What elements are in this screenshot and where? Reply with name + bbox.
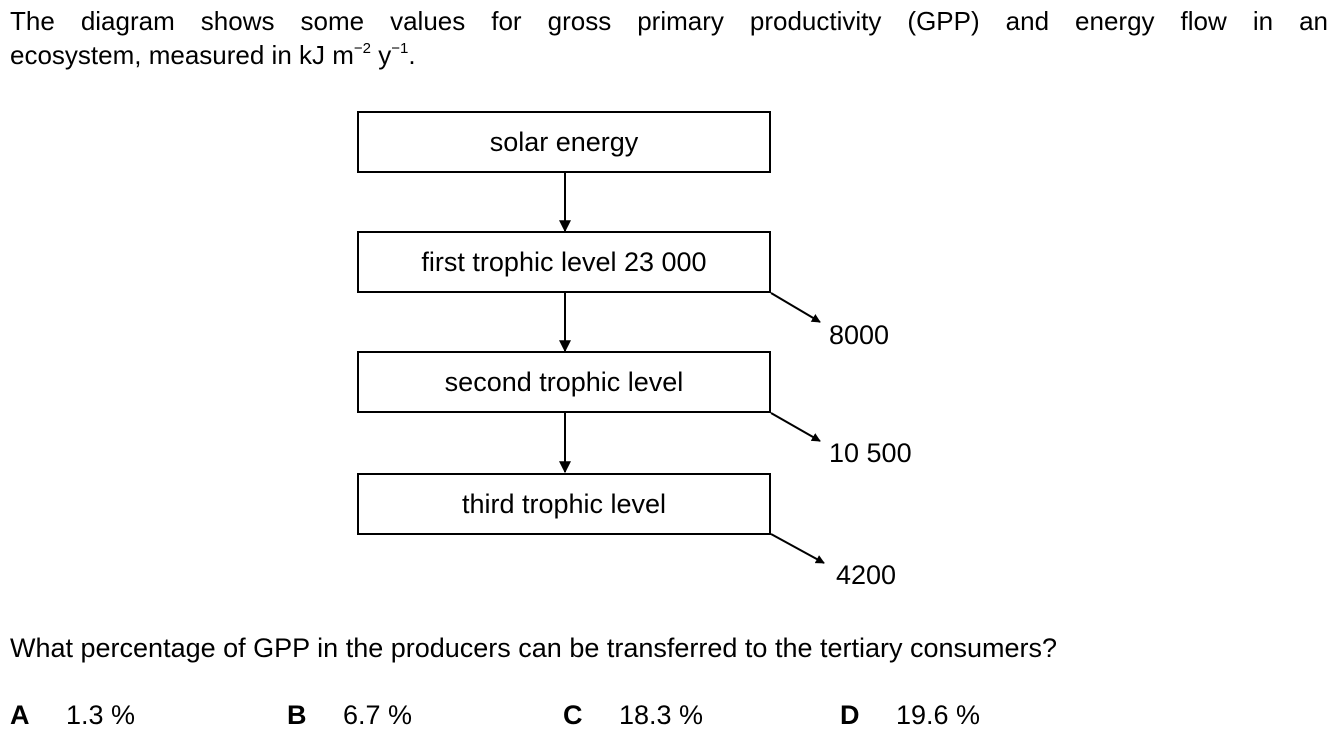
arrow-loss-second bbox=[770, 412, 821, 442]
question-text: What percentage of GPP in the producers … bbox=[10, 633, 1058, 663]
option-b[interactable]: B 6.7 % bbox=[287, 700, 412, 731]
box-solar-energy: solar energy bbox=[357, 111, 771, 173]
option-a[interactable]: A 1.3 % bbox=[10, 700, 135, 731]
stem-exponent-2: −1 bbox=[391, 40, 409, 57]
option-c[interactable]: C 18.3 % bbox=[563, 700, 703, 731]
option-b-letter: B bbox=[287, 700, 307, 730]
question-stem: The diagram shows some values for gross … bbox=[10, 4, 1328, 72]
stem-units-mid: y bbox=[371, 40, 392, 70]
stem-units-prefix: ecosystem, measured in kJ m bbox=[10, 40, 354, 70]
box-third-trophic-level-label: third trophic level bbox=[461, 488, 667, 519]
loss-value-first: 8000 bbox=[829, 320, 890, 350]
box-second-trophic-level-label: second trophic level bbox=[444, 366, 684, 397]
box-first-trophic-level: first trophic level 23 000 bbox=[357, 231, 771, 293]
arrow-loss-first bbox=[770, 292, 821, 323]
stem-units-end: . bbox=[408, 40, 416, 70]
box-second-trophic-level: second trophic level bbox=[357, 351, 771, 413]
option-d[interactable]: D 19.6 % bbox=[840, 700, 980, 731]
box-first-trophic-level-label: first trophic level 23 000 bbox=[421, 246, 707, 277]
option-d-letter: D bbox=[840, 700, 860, 730]
arrow-loss-third bbox=[770, 533, 825, 564]
loss-value-second: 10 500 bbox=[829, 438, 912, 468]
box-solar-energy-label: solar energy bbox=[489, 126, 639, 157]
option-c-value: 18.3 % bbox=[619, 700, 704, 730]
stem-exponent-1: −2 bbox=[353, 40, 371, 57]
loss-value-third: 4200 bbox=[836, 560, 897, 590]
option-a-letter: A bbox=[10, 700, 30, 730]
stem-line-1: The diagram shows some values for gross … bbox=[10, 6, 1328, 36]
option-a-value: 1.3 % bbox=[66, 700, 136, 730]
box-third-trophic-level: third trophic level bbox=[357, 473, 771, 535]
option-c-letter: C bbox=[563, 700, 583, 730]
option-d-value: 19.6 % bbox=[896, 700, 981, 730]
option-b-value: 6.7 % bbox=[343, 700, 413, 730]
stem-line-2: ecosystem, measured in kJ m−2 y−1. bbox=[10, 38, 1328, 72]
